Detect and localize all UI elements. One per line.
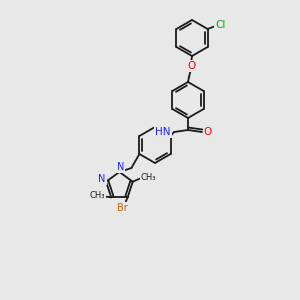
Text: CH₃: CH₃ — [141, 173, 157, 182]
Text: HN: HN — [155, 127, 171, 137]
Text: O: O — [187, 61, 195, 71]
Text: O: O — [204, 127, 212, 137]
Text: N: N — [117, 162, 124, 172]
Text: CH₃: CH₃ — [89, 191, 105, 200]
Text: N: N — [98, 174, 106, 184]
Text: Br: Br — [117, 203, 128, 213]
Text: Cl: Cl — [215, 20, 226, 30]
